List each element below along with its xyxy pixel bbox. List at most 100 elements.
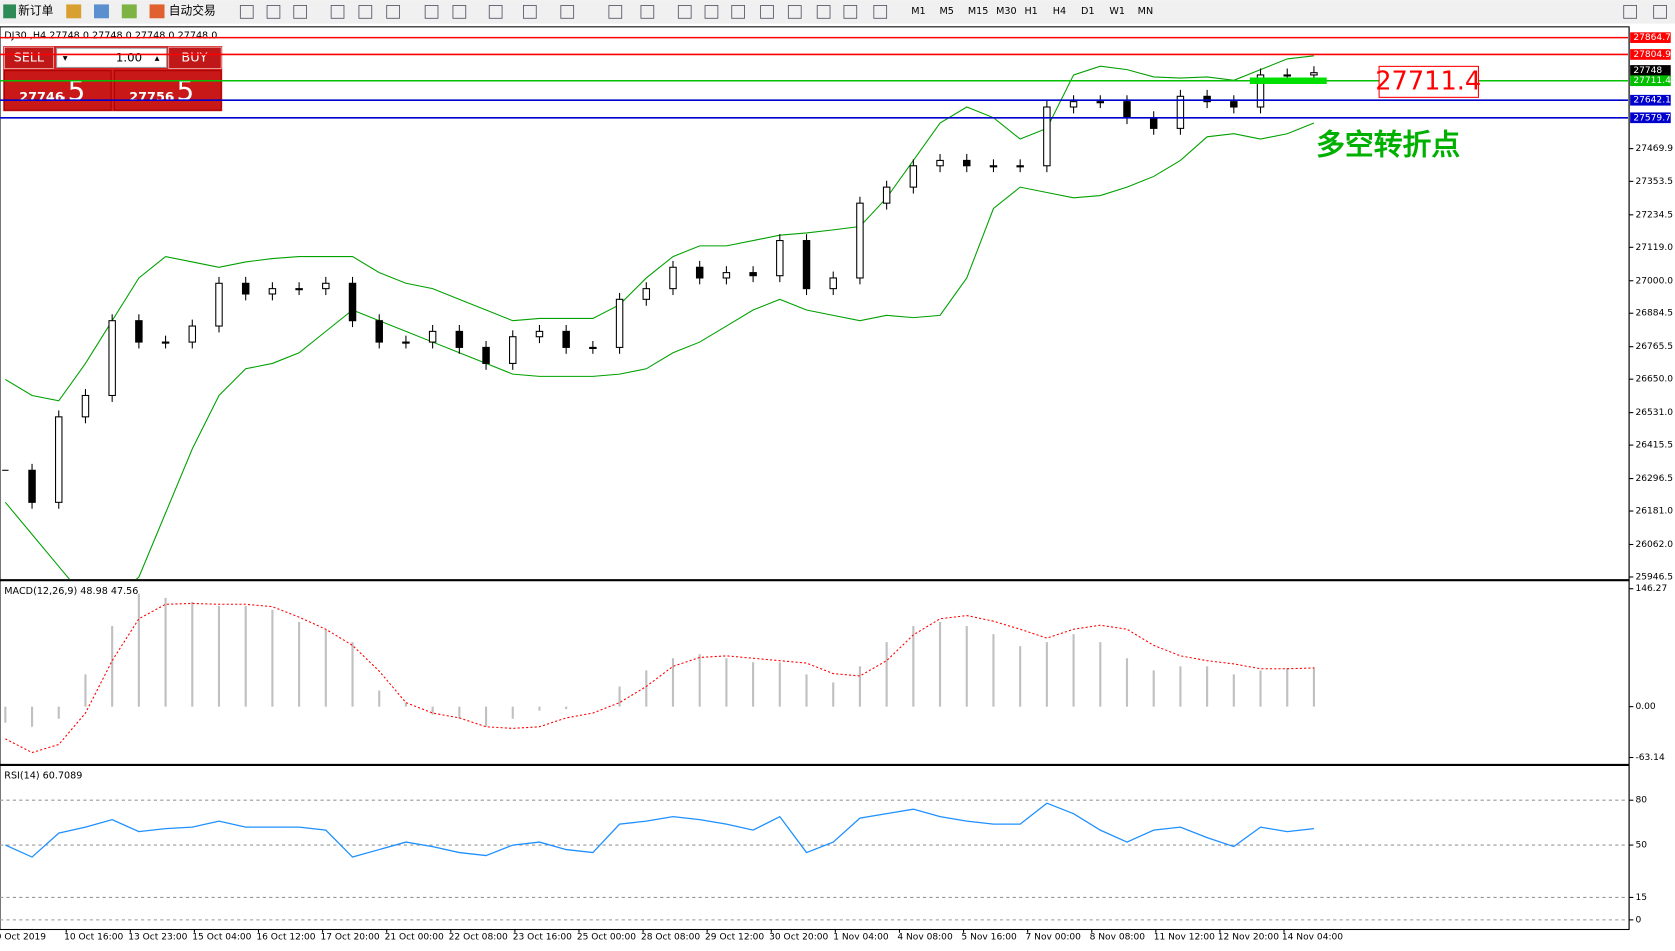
candle — [1149, 117, 1158, 129]
chart-header: DJ30 ,H4 27748.0 27748.0 27748.0 27748.0 — [4, 30, 217, 41]
icon[interactable] — [121, 4, 137, 19]
icon[interactable] — [66, 4, 82, 19]
timeframe-button[interactable]: H4 — [1053, 6, 1066, 17]
sell-label[interactable]: SELL — [14, 50, 45, 65]
candle — [135, 320, 143, 343]
sell-button[interactable] — [4, 46, 54, 69]
sell-price-box[interactable] — [3, 70, 112, 111]
lot-input[interactable] — [56, 47, 168, 68]
y-tick-label: 26765.5 — [1635, 342, 1673, 352]
y-tick-label: 26296.5 — [1635, 474, 1673, 484]
y-tick-label: 26181.0 — [1635, 507, 1673, 517]
tool-icon[interactable] — [560, 5, 575, 19]
candle — [375, 320, 383, 343]
tool-icon[interactable] — [640, 5, 655, 19]
y-tick-label: 25946.5 — [1635, 572, 1673, 582]
y-tick-label: 26650.0 — [1635, 375, 1673, 385]
x-tick-label: 28 Oct 08:00 — [641, 932, 700, 942]
timeframe-button[interactable]: MN — [1138, 6, 1153, 17]
annotation-value: 27711.4 — [1375, 66, 1481, 96]
tool-icon[interactable] — [677, 5, 692, 19]
candle — [108, 320, 116, 397]
timeframe-button[interactable]: M1 — [911, 6, 925, 17]
candle — [615, 298, 624, 348]
tool-icon[interactable] — [760, 5, 774, 19]
x-tick-label: 10 Oct 16:00 — [64, 932, 123, 942]
candle — [482, 346, 490, 364]
y-tick-label: 0.00 — [1635, 702, 1655, 712]
new-order-button[interactable]: 新订单 — [18, 3, 53, 17]
icon[interactable] — [94, 4, 109, 19]
macd-signal — [5, 602, 1314, 754]
upper-band — [5, 55, 1314, 402]
y-tick-label: -63.14 — [1635, 753, 1664, 763]
timeframe-button[interactable]: M15 — [968, 6, 989, 17]
tool-icon[interactable] — [293, 5, 308, 19]
timeframe-button[interactable]: W1 — [1109, 6, 1125, 17]
icon[interactable] — [149, 4, 165, 19]
x-tick-label: 29 Oct 12:00 — [705, 932, 764, 942]
buy-button[interactable] — [168, 46, 222, 69]
lot-up[interactable]: ▴ — [155, 53, 160, 64]
candle — [455, 330, 464, 348]
tool-icon[interactable] — [424, 5, 439, 19]
auto-trade-button[interactable]: 自动交易 — [169, 3, 216, 17]
y-tick-label: 26531.0 — [1635, 408, 1673, 418]
candle — [829, 277, 837, 290]
timeframe-button[interactable]: D1 — [1081, 6, 1095, 17]
toolbar-bg — [0, 0, 1675, 24]
icon — [3, 4, 17, 19]
price-tag — [1630, 112, 1671, 124]
buy-price-box[interactable] — [113, 70, 222, 111]
tool-icon[interactable] — [358, 5, 373, 19]
annotation-box — [1378, 65, 1479, 98]
timeframe-button[interactable]: M5 — [940, 6, 954, 17]
candle — [402, 341, 410, 344]
candle — [989, 165, 998, 168]
x-tick-label: 30 Oct 20:00 — [769, 932, 828, 942]
candle — [1043, 106, 1051, 167]
x-tick-label: 21 Oct 00:00 — [385, 932, 444, 942]
candle — [882, 186, 891, 204]
lot-value[interactable]: 1.00 — [116, 50, 142, 64]
candle — [909, 165, 918, 188]
tool-icon[interactable] — [816, 5, 831, 19]
x-tick-label: 1 Nov 04:00 — [833, 932, 889, 942]
candle — [856, 202, 864, 279]
timeframe-button[interactable]: M30 — [996, 6, 1017, 17]
ask-main: 27756 — [129, 90, 174, 105]
timeframe-button[interactable]: H1 — [1024, 6, 1037, 17]
tool-icon[interactable] — [330, 5, 345, 19]
tool-icon[interactable] — [843, 5, 858, 19]
y-tick-label: 26062.0 — [1635, 540, 1673, 550]
main-plot — [2, 55, 1318, 580]
tool-icon[interactable] — [787, 5, 802, 19]
tool-icon[interactable] — [608, 5, 623, 19]
tool-icon[interactable] — [1623, 5, 1637, 19]
candle — [1123, 101, 1131, 119]
lot-down[interactable]: ▾ — [63, 53, 68, 64]
x-tick-label: 8 Nov 08:00 — [1090, 932, 1146, 942]
y-tick-label: 80 — [1635, 796, 1647, 806]
tool-icon[interactable] — [239, 5, 254, 19]
tool-icon[interactable] — [873, 5, 888, 19]
buy-label[interactable]: BUY — [181, 50, 207, 65]
y-tick-label: 50 — [1635, 841, 1647, 851]
candle — [1230, 101, 1238, 108]
rsi-header: RSI(14) 60.7089 — [4, 771, 82, 782]
tool-icon[interactable] — [452, 5, 467, 19]
candle — [1069, 101, 1078, 108]
y-tick-label: 0 — [1635, 915, 1641, 925]
tool-icon[interactable] — [704, 5, 719, 19]
price-tag-label: 27711.4 — [1633, 76, 1671, 86]
tool-icon[interactable] — [1653, 5, 1667, 19]
x-tick-label: 25 Oct 00:00 — [577, 932, 636, 942]
tool-icon[interactable] — [386, 5, 400, 19]
tool-icon[interactable] — [488, 5, 503, 19]
tool-icon[interactable] — [731, 5, 745, 19]
tool-icon[interactable] — [523, 5, 537, 19]
candle — [322, 282, 330, 290]
tool-icon[interactable] — [266, 5, 281, 19]
